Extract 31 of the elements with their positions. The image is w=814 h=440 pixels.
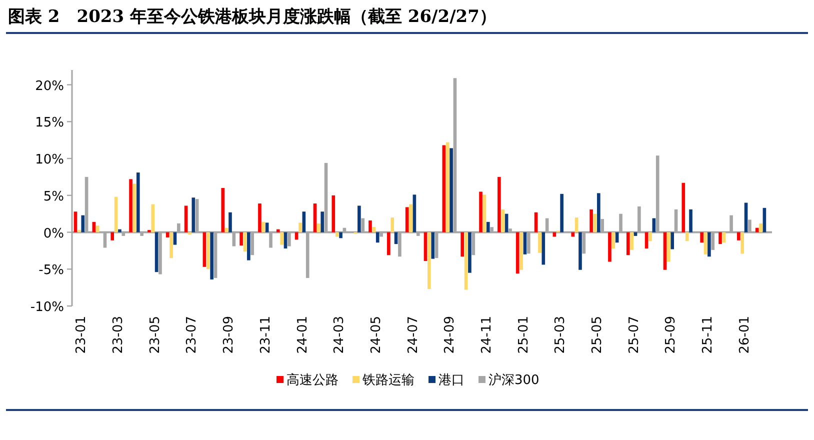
x-tick-label: 24-07 xyxy=(406,316,421,354)
x-tick-label: 24-01 xyxy=(295,316,310,354)
x-tick-label: 25-09 xyxy=(664,316,679,354)
y-tick-label: 20% xyxy=(35,78,64,94)
x-tick-label: 23-11 xyxy=(258,316,274,354)
title: 图表 2 2023 年至今公铁港板块月度涨跌幅（截至 26/2/27） xyxy=(8,7,496,27)
x-tick-label: 25-05 xyxy=(590,316,605,354)
x-tick-label: 23-05 xyxy=(148,316,163,354)
y-tick-label: 10% xyxy=(35,152,64,168)
y-tick-label: 0% xyxy=(43,226,64,242)
x-tick-label: 25-03 xyxy=(553,316,568,354)
x-tick-label: 26-01 xyxy=(737,316,752,354)
y-tick-label: -5% xyxy=(38,263,64,278)
y-tick-label: 15% xyxy=(35,116,64,131)
x-tick-label: 25-11 xyxy=(700,316,716,354)
x-tick-label: 24-09 xyxy=(442,316,458,354)
x-tick-label: 23-07 xyxy=(184,316,200,354)
legend-label: 沪深300 xyxy=(488,372,540,388)
x-tick-label: 25-07 xyxy=(626,316,642,354)
x-tick-label: 23-01 xyxy=(74,316,90,354)
x-tick-label: 23-03 xyxy=(111,316,126,354)
x-tick-label: 25-01 xyxy=(516,316,532,354)
x-tick-label: 24-11 xyxy=(479,316,494,354)
y-tick-label: 5% xyxy=(43,189,64,204)
x-tick-label: 24-03 xyxy=(332,316,348,354)
y-tick-label: -10% xyxy=(30,300,64,315)
legend-label: 铁路运输 xyxy=(362,373,414,388)
legend-label: 高速公路 xyxy=(286,372,338,388)
x-tick-label: 24-05 xyxy=(368,316,384,354)
legend-label: 港口 xyxy=(438,373,464,388)
x-tick-label: 23-09 xyxy=(222,316,237,354)
